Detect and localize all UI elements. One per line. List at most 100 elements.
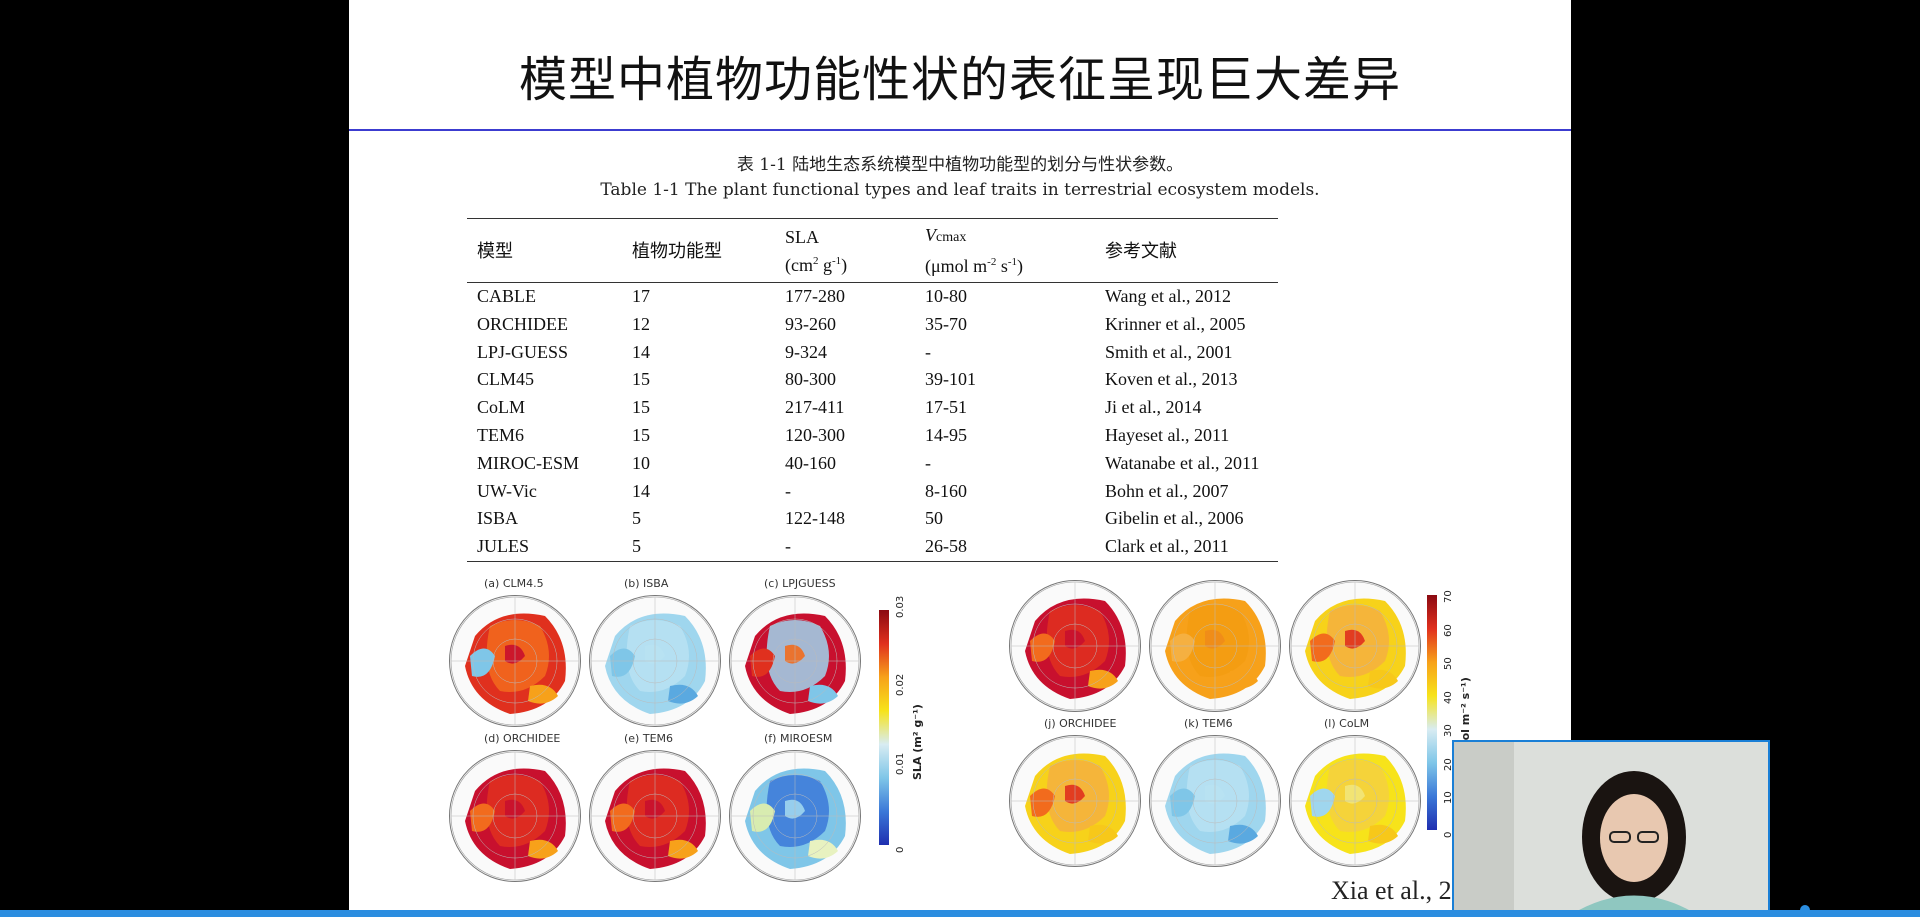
cell-ref: Koven et al., 2013 bbox=[1105, 369, 1238, 390]
table-row: TEM6 15 120-300 14-95 Hayeset al., 2011 bbox=[467, 422, 1278, 450]
table-row: UW-Vic 14 - 8-160 Bohn et al., 2007 bbox=[467, 478, 1278, 506]
header-ref: 参考文献 bbox=[1105, 240, 1177, 261]
polar-map-globe bbox=[1289, 580, 1421, 712]
map-panel-label: (b) ISBA bbox=[624, 577, 669, 590]
table-caption-en: Table 1-1 The plant functional types and… bbox=[600, 180, 1320, 200]
map-panel-label: (e) TEM6 bbox=[624, 732, 674, 745]
table-row: CABLE 17 177-280 10-80 Wang et al., 2012 bbox=[467, 283, 1278, 311]
presentation-slide: 模型中植物功能性状的表征呈现巨大差异 表 1-1 陆地生态系统模型中植物功能型的… bbox=[349, 0, 1571, 910]
map-panel-label: (d) ORCHIDEE bbox=[484, 732, 561, 745]
cell-model: MIROC-ESM bbox=[477, 452, 580, 473]
table-row: MIROC-ESM 10 40-160 - Watanabe et al., 2011 bbox=[467, 450, 1278, 478]
cell-pft: 5 bbox=[632, 536, 641, 557]
header-sla-name: SLA bbox=[785, 226, 820, 247]
polar-map-globe bbox=[1149, 580, 1281, 712]
cell-model: UW-Vic bbox=[477, 480, 537, 501]
polar-map-globe bbox=[1289, 735, 1421, 867]
colorbar bbox=[1427, 595, 1437, 830]
cell-sla: 217-411 bbox=[785, 397, 845, 418]
colorbar-tick-label: 0.02 bbox=[895, 674, 906, 697]
cell-ref: Hayeset al., 2011 bbox=[1105, 424, 1230, 445]
map-panel-label: (j) ORCHIDEE bbox=[1044, 717, 1117, 730]
header-vcmax-unit: (μmol m-2 s-1) bbox=[925, 256, 1024, 276]
cell-sla: 40-160 bbox=[785, 452, 836, 473]
cell-model: JULES bbox=[477, 536, 530, 557]
table-row: ORCHIDEE 12 93-260 35-70 Krinner et al., 200… bbox=[467, 311, 1278, 339]
title-divider bbox=[349, 129, 1571, 131]
colorbar-axis-label: SLA (m² g⁻¹) bbox=[911, 704, 924, 780]
table-row: CLM45 15 80-300 39-101 Koven et al., 2013 bbox=[467, 366, 1278, 394]
cell-ref: Wang et al., 2012 bbox=[1105, 286, 1232, 306]
cell-sla: - bbox=[785, 480, 791, 501]
cell-sla: 80-300 bbox=[785, 369, 836, 390]
cell-vcmax: 10-80 bbox=[925, 286, 967, 306]
cell-vcmax: 50 bbox=[925, 508, 943, 529]
progress-handle[interactable] bbox=[1800, 905, 1810, 915]
colorbar-tick-label: 0.01 bbox=[895, 752, 906, 775]
polar-map-globe bbox=[729, 750, 861, 882]
colorbar-tick-label: 30 bbox=[1443, 724, 1454, 738]
cell-sla: 9-324 bbox=[785, 341, 827, 362]
table-row: ISBA 5 122-148 50 Gibelin et al., 2006 bbox=[467, 505, 1278, 533]
table-row: JULES 5 - 26-58 Clark et al., 2011 bbox=[467, 533, 1278, 562]
cell-pft: 14 bbox=[632, 480, 650, 501]
polar-map-globe bbox=[589, 595, 721, 727]
webcam-video-feed[interactable] bbox=[1452, 740, 1770, 917]
colorbar-tick-label: 50 bbox=[1443, 657, 1454, 671]
cell-ref: Clark et al., 2011 bbox=[1105, 536, 1229, 557]
map-panel-label: (c) LPJGUESS bbox=[764, 577, 836, 590]
table-caption-cn: 表 1-1 陆地生态系统模型中植物功能型的划分与性状参数。 bbox=[736, 155, 1184, 175]
header-vcmax: Vcmax (μmol m-2 s-1) bbox=[915, 219, 1095, 283]
traits-table: 模型 植物功能型 SLA (cm2 g-1) Vcmax (μmol m-2 s… bbox=[467, 218, 1278, 562]
cell-model: ISBA bbox=[477, 508, 519, 529]
colorbar-tick-label: 40 bbox=[1443, 690, 1454, 704]
cell-pft: 15 bbox=[632, 369, 650, 390]
cell-sla: 177-280 bbox=[785, 286, 845, 306]
cell-vcmax: 39-101 bbox=[925, 369, 976, 390]
map-panel-label: (a) CLM4.5 bbox=[484, 577, 544, 590]
cell-pft: 15 bbox=[632, 397, 650, 418]
cell-vcmax: 35-70 bbox=[925, 313, 967, 334]
header-sla: SLA (cm2 g-1) bbox=[775, 219, 915, 283]
cell-model: CLM45 bbox=[477, 369, 535, 390]
cell-vcmax: - bbox=[925, 452, 931, 473]
cell-vcmax: 17-51 bbox=[925, 397, 967, 418]
table-header-row: 模型 植物功能型 SLA (cm2 g-1) Vcmax (μmol m-2 s… bbox=[467, 218, 1278, 283]
polar-map-globe bbox=[589, 750, 721, 882]
map-panel-label: (f) MIROESM bbox=[764, 732, 833, 745]
cell-ref: Gibelin et al., 2006 bbox=[1105, 508, 1244, 529]
cell-sla: 120-300 bbox=[785, 424, 845, 445]
cell-sla: - bbox=[785, 536, 791, 557]
header-pft: 植物功能型 bbox=[632, 240, 722, 261]
map-panel-label: (k) TEM6 bbox=[1184, 717, 1233, 730]
cell-ref: Bohn et al., 2007 bbox=[1105, 480, 1229, 501]
cell-model: ORCHIDEE bbox=[477, 313, 568, 334]
polar-map-globe bbox=[1009, 735, 1141, 867]
colorbar-tick-label: 70 bbox=[1443, 590, 1454, 603]
colorbar-tick-label: 0 bbox=[895, 846, 906, 853]
citation: Xia et al., 2 bbox=[1331, 876, 1452, 905]
cell-model: LPJ-GUESS bbox=[477, 341, 569, 362]
polar-map-globe bbox=[1009, 580, 1141, 712]
header-sla-unit: (cm2 g-1) bbox=[785, 254, 848, 275]
cell-ref: Watanabe et al., 2011 bbox=[1105, 452, 1260, 473]
cell-ref: Smith et al., 2001 bbox=[1105, 341, 1233, 362]
table-body: CABLE 17 177-280 10-80 Wang et al., 2012 ORCH… bbox=[467, 283, 1278, 562]
cell-vcmax: 8-160 bbox=[925, 480, 967, 501]
person-video-feed-icon bbox=[1454, 742, 1768, 915]
cell-sla: 122-148 bbox=[785, 508, 845, 529]
cell-ref: Krinner et al., 2005 bbox=[1105, 313, 1246, 334]
cell-pft: 12 bbox=[632, 313, 650, 334]
cell-model: TEM6 bbox=[477, 424, 524, 445]
colorbar-tick-label: 0.03 bbox=[895, 595, 906, 618]
colorbar bbox=[879, 610, 889, 845]
progress-bar bbox=[0, 910, 1920, 917]
cell-ref: Ji et al., 2014 bbox=[1105, 397, 1202, 418]
polar-map-globe bbox=[729, 595, 861, 727]
slide-title: 模型中植物功能性状的表征呈现巨大差异 bbox=[518, 52, 1401, 108]
table-row: CoLM 15 217-411 17-51 Ji et al., 2014 bbox=[467, 394, 1278, 422]
cell-model: CABLE bbox=[477, 286, 537, 306]
map-panel-label: (l) CoLM bbox=[1324, 717, 1370, 730]
cell-pft: 5 bbox=[632, 508, 641, 529]
colorbar-tick-label: 60 bbox=[1443, 623, 1454, 637]
